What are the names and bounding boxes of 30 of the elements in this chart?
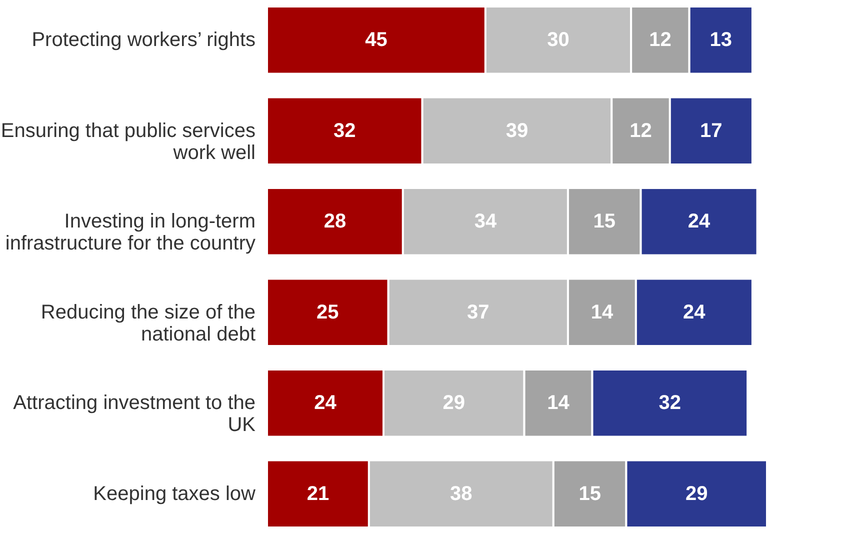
data-label: 12: [630, 120, 652, 142]
data-label: 24: [688, 210, 712, 233]
data-label: 37: [467, 301, 490, 324]
data-label: 15: [593, 210, 616, 233]
data-label: 21: [306, 482, 330, 505]
y-tick-label: Keeping taxes low: [93, 482, 256, 505]
data-label: 15: [578, 482, 601, 505]
data-label: 24: [683, 301, 706, 324]
data-label: 13: [710, 29, 732, 52]
data-label: 39: [506, 120, 528, 142]
data-label: 14: [590, 301, 614, 324]
data-label: 34: [474, 210, 498, 233]
data-label: 14: [547, 392, 570, 414]
data-label: 12: [649, 29, 672, 52]
data-label: 45: [365, 29, 388, 52]
data-label: 29: [685, 482, 708, 505]
y-tick-label: Attracting investment to the UK: [13, 392, 256, 436]
y-tick-label: Protecting workers’ rights: [32, 29, 256, 52]
data-label: 25: [316, 301, 339, 324]
y-tick-label: Investing in long-term infrastructure for the country: [5, 210, 256, 255]
data-label: 17: [700, 120, 722, 142]
data-label: 32: [334, 120, 356, 142]
data-label: 28: [324, 210, 346, 233]
data-label: 30: [547, 29, 570, 52]
y-tick-label: Reducing the size of the national debt: [40, 301, 256, 346]
data-label: 29: [442, 392, 466, 414]
y-tick-label: Ensuring that public services work well: [0, 120, 256, 164]
data-label: 38: [450, 482, 472, 505]
data-label: 32: [658, 392, 682, 414]
data-label: 24: [314, 392, 338, 414]
